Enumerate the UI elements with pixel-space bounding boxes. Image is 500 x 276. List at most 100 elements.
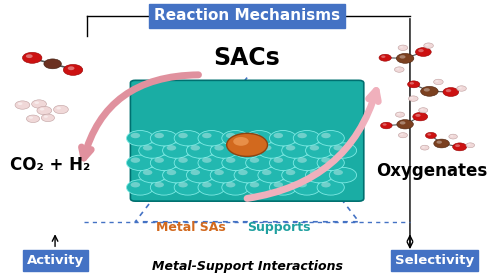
Circle shape	[18, 102, 22, 105]
Circle shape	[198, 131, 225, 146]
Circle shape	[400, 46, 403, 48]
Circle shape	[286, 145, 296, 150]
Circle shape	[330, 143, 356, 158]
Circle shape	[190, 145, 200, 150]
Circle shape	[298, 133, 307, 138]
Circle shape	[334, 145, 343, 150]
Circle shape	[436, 80, 438, 82]
Circle shape	[434, 139, 450, 148]
Circle shape	[250, 157, 259, 163]
Circle shape	[282, 143, 309, 158]
Circle shape	[44, 59, 62, 69]
Circle shape	[310, 145, 319, 150]
Circle shape	[282, 168, 309, 183]
Circle shape	[258, 143, 285, 158]
Circle shape	[222, 131, 249, 146]
Circle shape	[150, 180, 178, 195]
Circle shape	[154, 157, 164, 163]
Circle shape	[238, 170, 248, 175]
Circle shape	[426, 44, 429, 46]
Circle shape	[262, 170, 272, 175]
Circle shape	[408, 81, 420, 88]
Circle shape	[178, 182, 188, 187]
Circle shape	[126, 180, 154, 195]
Circle shape	[22, 52, 42, 63]
Circle shape	[186, 143, 214, 158]
Circle shape	[210, 143, 238, 158]
Circle shape	[398, 45, 407, 51]
Circle shape	[394, 67, 404, 72]
Circle shape	[270, 131, 296, 146]
Circle shape	[246, 180, 273, 195]
Circle shape	[56, 107, 61, 110]
Circle shape	[174, 155, 202, 171]
Circle shape	[234, 143, 262, 158]
Circle shape	[126, 155, 154, 171]
Circle shape	[396, 112, 404, 117]
Circle shape	[54, 105, 68, 114]
Text: SACs: SACs	[214, 46, 280, 70]
Circle shape	[34, 101, 39, 104]
Circle shape	[468, 144, 470, 145]
Circle shape	[274, 157, 283, 163]
Circle shape	[40, 108, 44, 111]
Text: Supports: Supports	[247, 221, 310, 234]
Circle shape	[238, 145, 248, 150]
Circle shape	[226, 133, 268, 156]
Circle shape	[150, 131, 178, 146]
Text: Metal SAs: Metal SAs	[156, 221, 226, 234]
Circle shape	[410, 82, 414, 84]
Circle shape	[306, 143, 333, 158]
Circle shape	[317, 155, 344, 171]
Circle shape	[400, 55, 406, 59]
Circle shape	[416, 114, 420, 117]
Circle shape	[455, 144, 460, 147]
Circle shape	[317, 131, 344, 146]
Circle shape	[186, 168, 214, 183]
Circle shape	[426, 132, 436, 139]
Circle shape	[37, 106, 52, 115]
Circle shape	[130, 157, 140, 163]
Circle shape	[452, 143, 466, 151]
Circle shape	[321, 133, 330, 138]
Circle shape	[334, 170, 343, 175]
Circle shape	[64, 64, 83, 75]
Circle shape	[396, 54, 414, 63]
Circle shape	[210, 168, 238, 183]
Circle shape	[202, 157, 211, 163]
Circle shape	[416, 47, 431, 56]
Circle shape	[68, 66, 74, 70]
Circle shape	[396, 68, 400, 70]
Text: CO₂ + H₂: CO₂ + H₂	[10, 156, 90, 174]
Circle shape	[15, 101, 30, 109]
Circle shape	[456, 86, 466, 91]
Circle shape	[306, 168, 333, 183]
Circle shape	[222, 180, 249, 195]
Circle shape	[443, 87, 458, 96]
Circle shape	[450, 135, 454, 137]
Circle shape	[143, 170, 152, 175]
Circle shape	[294, 180, 320, 195]
Text: Oxygenates: Oxygenates	[376, 162, 488, 180]
Circle shape	[424, 43, 434, 48]
Circle shape	[397, 120, 413, 129]
Circle shape	[154, 133, 164, 138]
Circle shape	[298, 182, 307, 187]
Circle shape	[294, 131, 320, 146]
Circle shape	[150, 155, 178, 171]
Text: Reaction Mechanisms: Reaction Mechanisms	[154, 8, 340, 23]
Circle shape	[250, 133, 259, 138]
Circle shape	[420, 145, 429, 150]
Circle shape	[410, 97, 414, 99]
Circle shape	[190, 170, 200, 175]
Circle shape	[44, 116, 48, 118]
Circle shape	[214, 145, 224, 150]
Circle shape	[381, 55, 386, 58]
Circle shape	[424, 88, 430, 92]
Circle shape	[178, 157, 188, 163]
Circle shape	[202, 182, 211, 187]
Circle shape	[274, 133, 283, 138]
Circle shape	[139, 143, 166, 158]
Circle shape	[222, 155, 249, 171]
Circle shape	[270, 155, 296, 171]
